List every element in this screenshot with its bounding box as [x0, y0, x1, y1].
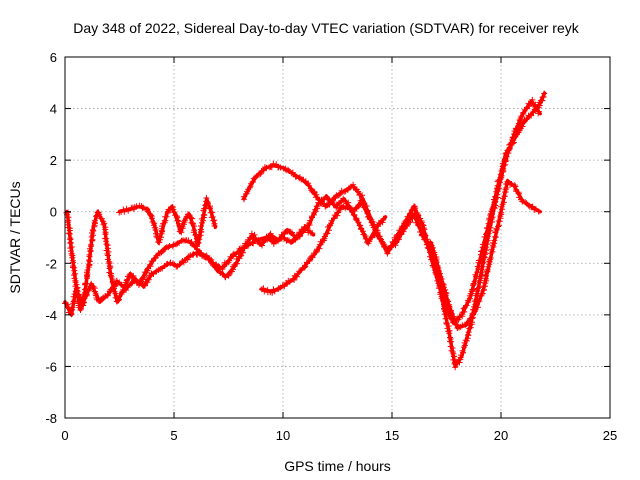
x-tick-label: 10 — [276, 428, 290, 443]
y-tick-label: 2 — [50, 153, 57, 168]
y-tick-label: -2 — [45, 256, 57, 271]
plus-markers — [116, 195, 217, 249]
x-tick-label: 20 — [494, 428, 508, 443]
y-tick-label: -6 — [45, 359, 57, 374]
x-tick-label: 25 — [603, 428, 617, 443]
y-tick-label: -4 — [45, 308, 57, 323]
y-tick-label: -8 — [45, 411, 57, 426]
plot-frame — [65, 57, 610, 418]
series-line — [261, 207, 385, 292]
y-tick-label: 6 — [50, 50, 57, 65]
x-tick-label: 15 — [385, 428, 399, 443]
grid-lines — [65, 57, 610, 418]
chart-title: Day 348 of 2022, Sidereal Day-to-day VTE… — [73, 20, 579, 36]
sdtvar-chart: Day 348 of 2022, Sidereal Day-to-day VTE… — [0, 0, 640, 480]
data-series — [62, 91, 547, 371]
series-track-3 — [116, 195, 217, 249]
y-axis: -8 -6 -4 -2 0 2 4 6 — [45, 50, 610, 426]
x-tick-label: 5 — [170, 428, 177, 443]
y-axis-label: SDTVAR / TECUs — [7, 181, 23, 293]
y-tick-label: 0 — [50, 205, 57, 220]
x-tick-label: 0 — [61, 428, 68, 443]
y-tick-label: 4 — [50, 102, 57, 117]
x-axis-label: GPS time / hours — [284, 458, 391, 474]
